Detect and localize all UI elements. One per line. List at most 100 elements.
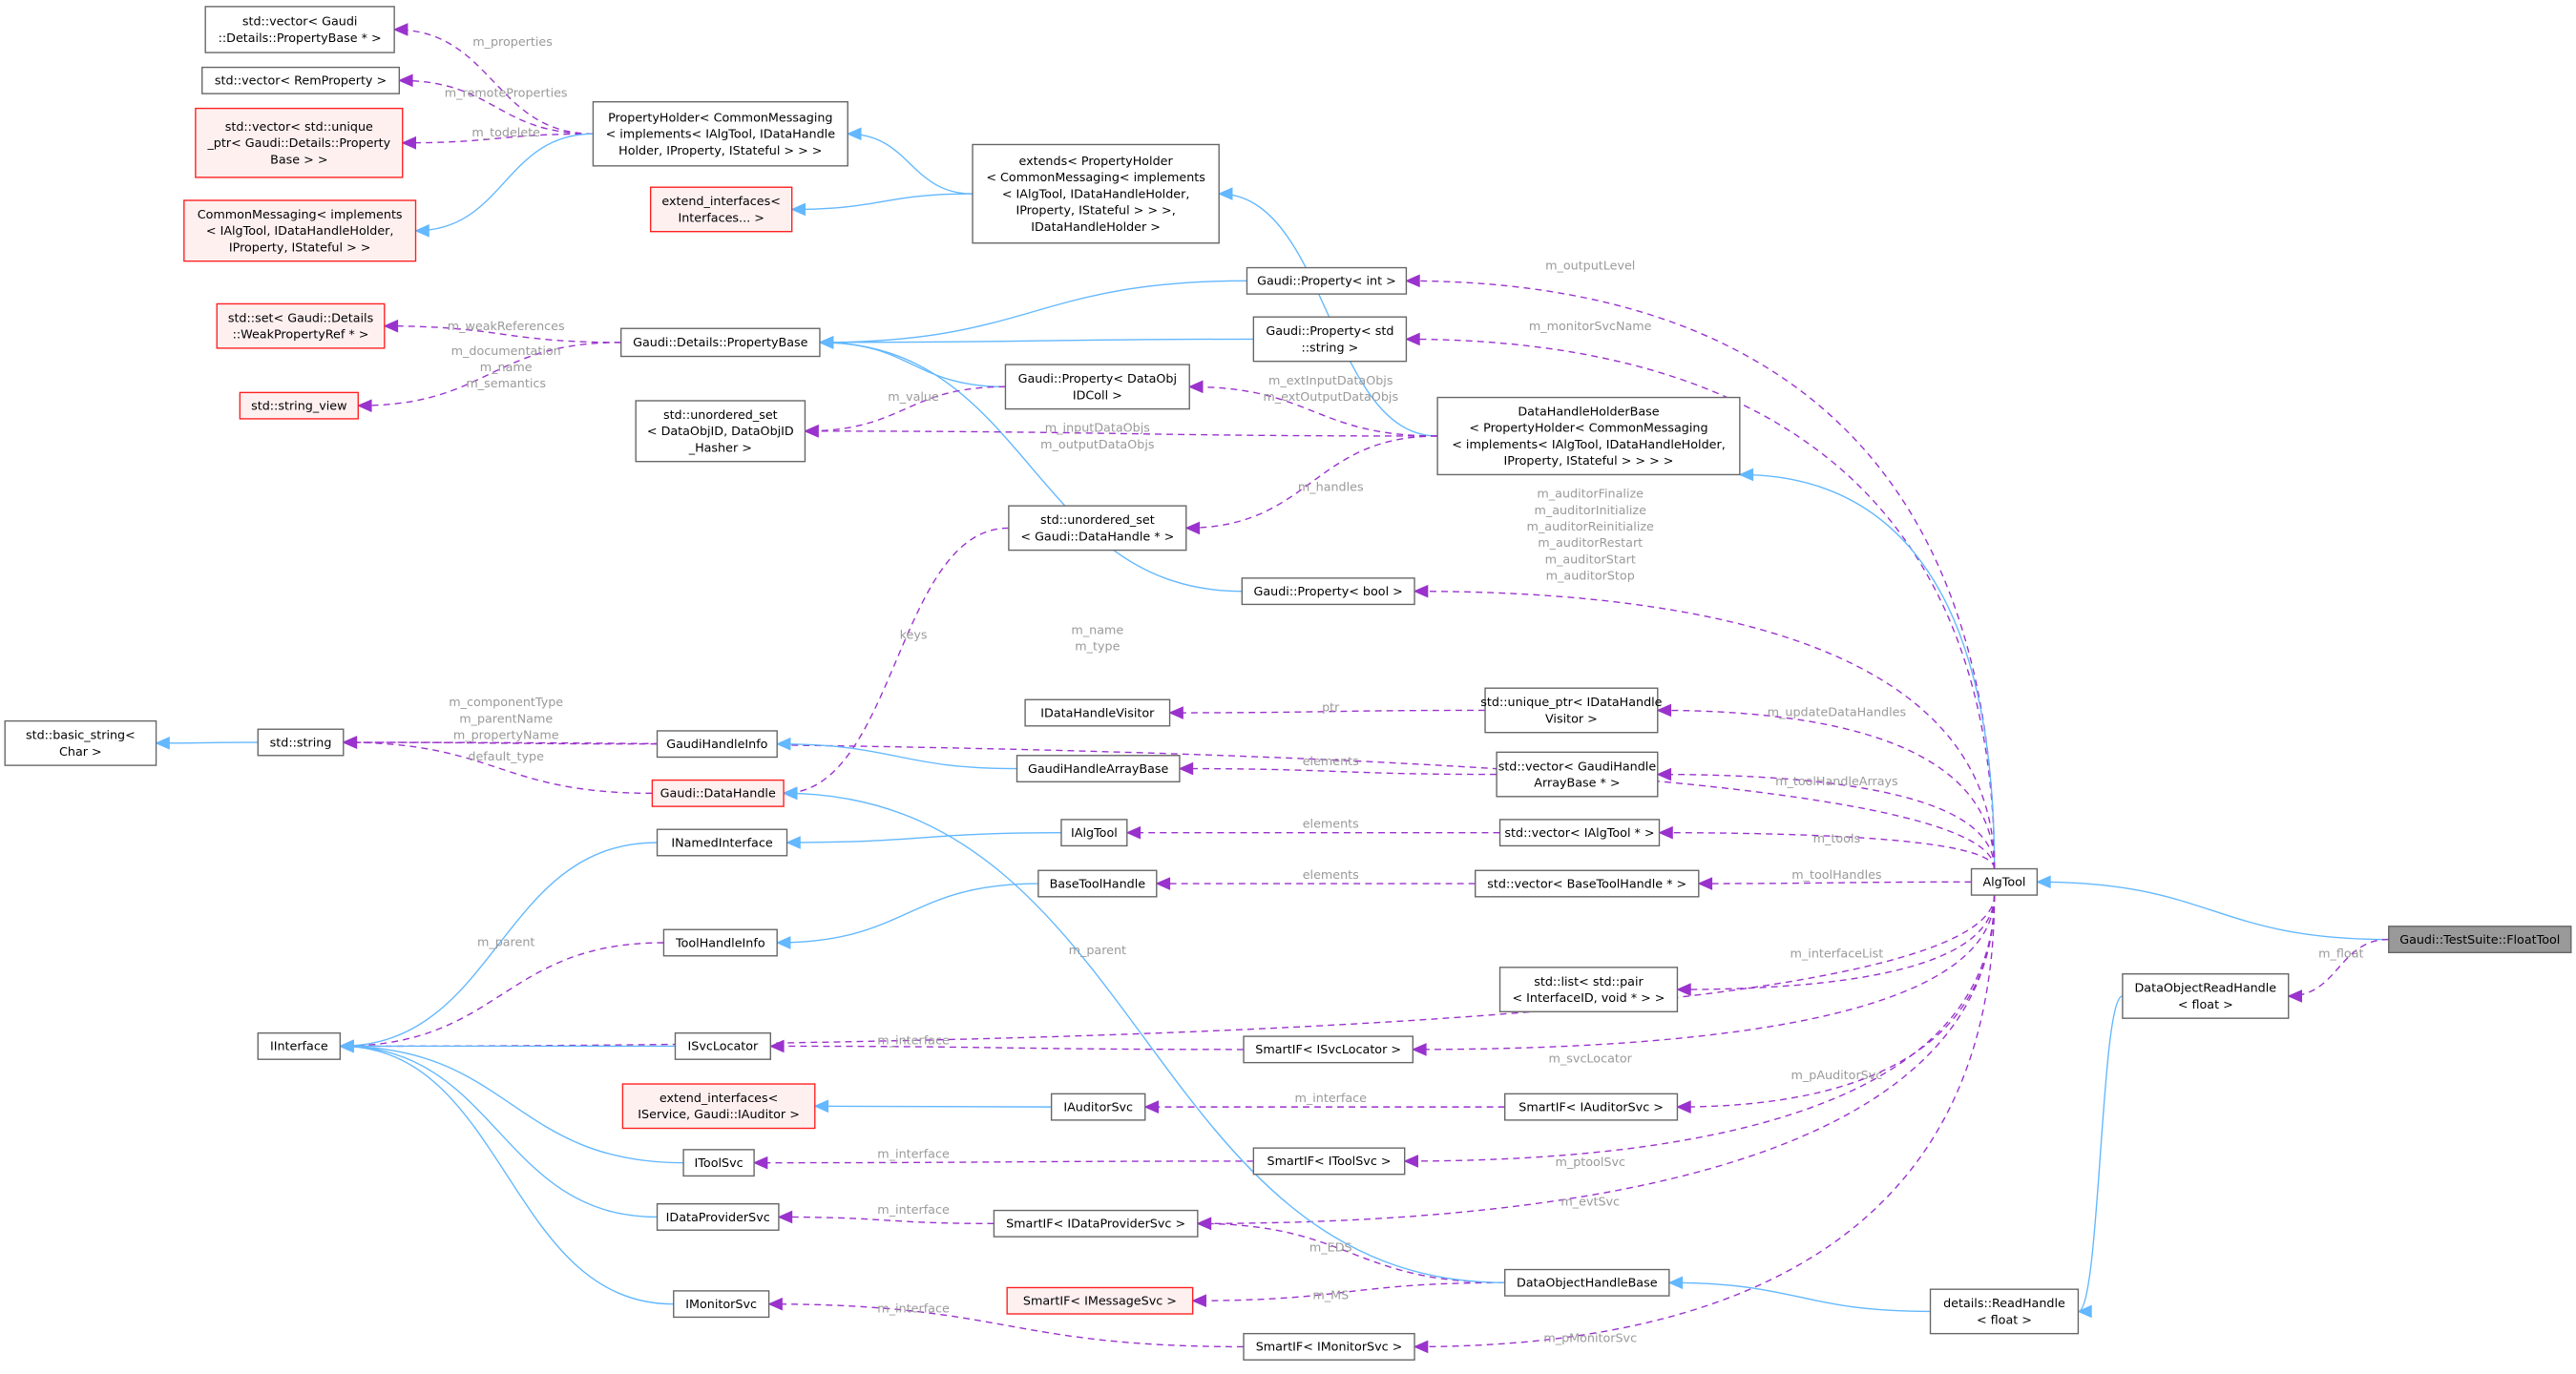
class-node-vecUnique[interactable]: std::vector< std::unique_ptr< Gaudi::Det… [195, 107, 404, 178]
node-label: std::set< Gaudi::Details [228, 311, 373, 325]
class-node-dhhBase[interactable]: DataHandleHolderBase < PropertyHolder< Co… [1436, 396, 1741, 476]
node-label: DataObjectReadHandle [2135, 982, 2277, 996]
class-node-propBool[interactable]: Gaudi::Property< bool > [1241, 577, 1415, 606]
class-node-vecPB[interactable]: std::vector< Gaudi::Details::PropertyBas… [204, 6, 395, 53]
node-box [1024, 698, 1171, 727]
class-node-iInterface[interactable]: IInterface [257, 1031, 342, 1060]
class-node-string[interactable]: std::string [257, 728, 345, 757]
class-node-smartMon[interactable]: SmartIF< IMonitorSvc > [1243, 1332, 1415, 1361]
node-label: ToolHandleInfo [675, 936, 765, 950]
class-node-dohBase[interactable]: DataObjectHandleBase [1504, 1268, 1670, 1297]
inheritance-edge-baseToolHandle-to-toolHandleInfo [777, 883, 1038, 944]
edge-label: m_interface [877, 1147, 950, 1161]
arrowhead-icon [1667, 1276, 1684, 1290]
node-box [2388, 926, 2572, 954]
class-node-iSvcLocator[interactable]: ISvcLocator [674, 1031, 771, 1060]
class-node-smartAud[interactable]: SmartIF< IAuditorSvc > [1504, 1093, 1679, 1121]
node-label: CommonMessaging< implements [198, 208, 403, 222]
node-label: Gaudi::DataHandle [660, 787, 776, 802]
node-box [1496, 751, 1659, 798]
class-node-baseToolHandle[interactable]: BaseToolHandle [1037, 869, 1158, 898]
class-node-readHandle[interactable]: details::ReadHandle< float > [1929, 1288, 2080, 1335]
class-node-propStr[interactable]: Gaudi::Property< std::string > [1252, 316, 1408, 363]
usage-edge-dhhBase-to-propDataObj [1189, 385, 1438, 437]
edge-label: m_inputDataObjs [1045, 422, 1150, 436]
class-node-iDHVisitor[interactable]: IDataHandleVisitor [1024, 698, 1171, 727]
edge-label: m_pMonitorSvc [1543, 1331, 1637, 1345]
node-label: Gaudi::Property< bool > [1254, 585, 1403, 599]
class-node-vecBTH[interactable]: std::vector< BaseToolHandle * > [1475, 869, 1700, 898]
edge-label: m_toolHandles [1791, 868, 1881, 883]
class-node-basicStr[interactable]: std::basic_string<Char > [4, 719, 157, 766]
arrowhead-icon [1413, 1340, 1429, 1354]
class-node-smartDPS[interactable]: SmartIF< IDataProviderSvc > [993, 1209, 1199, 1238]
node-label: Base > > [270, 153, 327, 167]
class-node-propBase[interactable]: Gaudi::Details::PropertyBase [619, 327, 821, 358]
edge-label: m_name [480, 361, 533, 375]
class-node-dorh[interactable]: DataObjectReadHandle < float > [2122, 973, 2290, 1019]
node-box [1504, 1093, 1679, 1121]
edge-label: m_monitorSvcName [1529, 320, 1652, 334]
class-node-commonMsg[interactable]: CommonMessaging< implements < IAlgTool, I… [183, 199, 417, 262]
class-node-toolHandleInfo[interactable]: ToolHandleInfo [662, 928, 778, 957]
inheritance-edge-propDataObj-to-propBase [819, 342, 1006, 388]
class-node-vecRem[interactable]: std::vector< RemProperty > [201, 66, 400, 94]
class-node-uniqueVisitor[interactable]: std::unique_ptr< IDataHandleVisitor > [1480, 687, 1663, 734]
inheritance-edge-iDPS-to-iInterface [340, 1045, 658, 1218]
edge-label: m_extInputDataObjs [1268, 374, 1393, 388]
class-node-iToolSvc[interactable]: IToolSvc [682, 1149, 755, 1177]
node-label: Gaudi::Property< std [1266, 324, 1393, 339]
class-node-smartMsg[interactable]: SmartIF< IMessageSvc > [1006, 1286, 1194, 1315]
arrowhead-icon [1413, 584, 1429, 598]
class-node-iAlgTool[interactable]: IAlgTool [1060, 819, 1128, 847]
node-label: std::vector< BaseToolHandle * > [1487, 877, 1686, 891]
usage-edge-algTool-to-vecGHAB [1657, 773, 1996, 869]
node-box [662, 928, 778, 957]
class-node-extendIfAud[interactable]: extend_interfaces<IService, Gaudi::IAudi… [621, 1083, 816, 1130]
arrowhead-icon [1143, 1100, 1160, 1114]
edge-label: m_MS [1312, 1289, 1349, 1303]
class-node-floatTool[interactable]: Gaudi::TestSuite::FloatTool [2388, 926, 2572, 954]
class-node-gaudiHandleInfo[interactable]: GaudiHandleInfo [656, 730, 778, 759]
class-node-propHolder[interactable]: PropertyHolder< CommonMessaging < impleme… [592, 101, 848, 167]
node-label: std::vector< GaudiHandle [1498, 760, 1657, 774]
arrowhead-icon [2077, 1304, 2092, 1319]
class-node-iAuditorSvc[interactable]: IAuditorSvc [1050, 1093, 1146, 1121]
node-label: < IAlgTool, IDataHandleHolder, [206, 224, 394, 239]
inheritance-edge-ghab-to-gaudiHandleInfo [777, 743, 1017, 770]
class-node-smartSvcLoc[interactable]: SmartIF< ISvcLocator > [1243, 1035, 1414, 1064]
arrowhead-icon [1403, 1155, 1418, 1168]
edge-label: m_toolHandleArrays [1775, 775, 1898, 789]
node-box [1498, 819, 1661, 847]
node-label: _Hasher > [688, 441, 752, 455]
class-node-listPair[interactable]: std::list< std::pair< InterfaceID, void … [1498, 967, 1679, 1012]
node-box [1243, 1035, 1414, 1064]
class-node-strview[interactable]: std::string_view [239, 391, 359, 420]
class-node-iDPS[interactable]: IDataProviderSvc [656, 1202, 780, 1231]
class-node-gaudiDataHandle[interactable]: Gaudi::DataHandle [651, 779, 785, 807]
class-node-unordDH[interactable]: std::unordered_set< Gaudi::DataHandle * … [1008, 505, 1187, 552]
class-node-ghab[interactable]: GaudiHandleArrayBase [1016, 755, 1181, 783]
class-node-vecIAlgTool[interactable]: std::vector< IAlgTool * > [1498, 819, 1661, 847]
inheritance-edge-algTool-to-dhhBase [1739, 473, 1996, 869]
node-label: Char > [59, 745, 102, 760]
class-node-extendIf[interactable]: extend_interfaces< Interfaces... > [649, 186, 793, 233]
usage-edge-algTool-to-uniqueVisitor [1657, 709, 1996, 869]
class-node-vecGHAB[interactable]: std::vector< GaudiHandleArrayBase * > [1496, 751, 1659, 798]
node-box [651, 779, 785, 807]
node-label: std::string [270, 736, 332, 750]
class-node-unordDataObj[interactable]: std::unordered_set< DataObjID, DataObjID… [635, 400, 806, 463]
node-label: Visitor > [1545, 712, 1598, 726]
arrowhead-icon [1168, 706, 1183, 719]
class-node-propInt[interactable]: Gaudi::Property< int > [1246, 266, 1408, 295]
class-node-smartTool[interactable]: SmartIF< IToolSvc > [1252, 1147, 1406, 1176]
arrowhead-icon [1187, 380, 1204, 394]
arrowhead-icon [1412, 1043, 1427, 1056]
class-node-iNamed[interactable]: INamedInterface [656, 828, 788, 857]
class-node-extends[interactable]: extends< PropertyHolder < CommonMessaging… [972, 143, 1220, 244]
class-node-setWeak[interactable]: std::set< Gaudi::Details::WeakPropertyRe… [216, 302, 386, 349]
class-node-algTool[interactable]: AlgTool [1970, 867, 2039, 896]
arrowhead-icon [1676, 983, 1691, 996]
class-node-iMonSvc[interactable]: IMonitorSvc [673, 1290, 770, 1319]
